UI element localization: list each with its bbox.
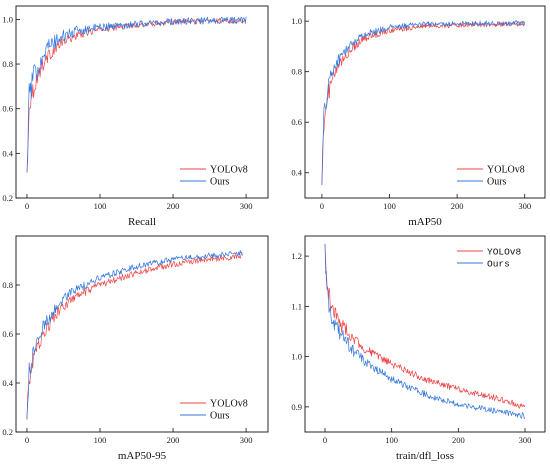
x-axis-label: mAP50 [408, 216, 442, 228]
plot-frame [304, 5, 546, 199]
x-tick-label: 300 [518, 201, 531, 211]
y-tick-label: 0.4 [2, 148, 13, 158]
x-tick-label: 100 [383, 201, 396, 211]
y-tick-label: 0.2 [2, 193, 13, 203]
x-tick-label: 200 [451, 201, 464, 211]
x-tick-label: 200 [452, 435, 465, 445]
y-tick-label: 0.6 [2, 104, 13, 114]
x-axis-label: Recall [128, 216, 156, 228]
y-tick-label: 0.8 [291, 67, 302, 77]
x-axis-label: train/dfl_loss [396, 450, 454, 462]
legend-label-ours: Ours [210, 411, 230, 422]
y-tick-label: 0.9 [291, 402, 302, 412]
x-tick-label: 300 [519, 435, 532, 445]
x-tick-label: 100 [94, 201, 107, 211]
legend-box [453, 160, 539, 190]
x-tick-label: 200 [167, 435, 180, 445]
x-tick-label: 100 [94, 435, 107, 445]
x-tick-label: 0 [323, 435, 327, 445]
legend-box [176, 160, 262, 190]
x-tick-label: 200 [167, 201, 180, 211]
series-line-ours [324, 243, 526, 419]
legend-label-ours: Ours [210, 177, 230, 188]
x-tick-label: 300 [240, 435, 253, 445]
y-tick-label: 0.4 [291, 168, 302, 178]
series-line-ours [26, 16, 247, 172]
y-tick-label: 0.4 [2, 378, 13, 388]
series-line-yolov8 [324, 243, 526, 409]
series-line-yolov8 [26, 253, 243, 420]
y-tick-label: 1.2 [291, 251, 302, 261]
series-line-ours [321, 20, 526, 185]
legend-box [453, 242, 539, 272]
legend-label-yolov8: YOLOv8 [487, 165, 525, 176]
y-tick-label: 1.1 [291, 301, 302, 311]
y-tick-label: 1.0 [2, 14, 13, 24]
legend-label-yolov8: YOLOv8 [487, 247, 522, 258]
y-tick-label: 0.2 [2, 427, 13, 437]
plot-frame [15, 5, 269, 199]
series-line-ours [26, 250, 243, 420]
y-tick-label: 0.8 [2, 280, 13, 290]
y-tick-label: 0.8 [2, 59, 13, 69]
x-tick-label: 300 [240, 201, 253, 211]
legend-label-ours: Ours [487, 259, 510, 270]
y-tick-label: 0.6 [291, 117, 302, 127]
x-tick-label: 0 [25, 435, 29, 445]
x-axis-label: mAP50-95 [118, 450, 167, 462]
x-tick-label: 0 [320, 201, 324, 211]
legend-label-yolov8: YOLOv8 [210, 399, 248, 410]
x-tick-label: 0 [25, 201, 29, 211]
chart-panel-4: 0 100 200 300 0.9 1.0 1.1 1.2 train/dfl_loss YOLO… [291, 235, 546, 462]
legend-label-ours: Ours [487, 177, 507, 188]
legend-label-yolov8: YOLOv8 [210, 165, 248, 176]
y-tick-label: 1.0 [291, 16, 302, 26]
y-tick-label: 0.6 [2, 329, 13, 339]
y-tick-label: 1.0 [291, 352, 302, 362]
legend-box [176, 394, 262, 424]
x-tick-label: 100 [385, 435, 398, 445]
plot-frame [304, 235, 546, 433]
chart-panel-1: 0 100 200 300 0.2 0.4 0.6 0.8 1.0 Recall YOLOv8Our… [2, 5, 269, 228]
